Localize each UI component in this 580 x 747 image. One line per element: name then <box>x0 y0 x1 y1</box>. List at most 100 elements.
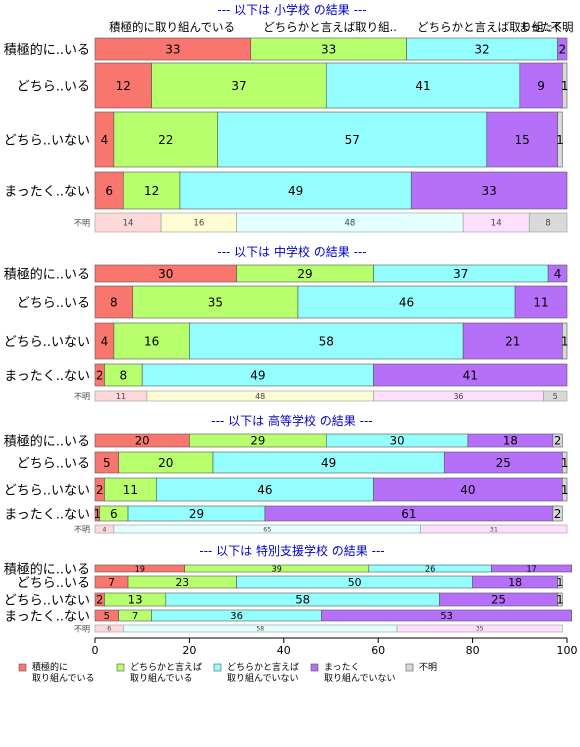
data-label: 12 <box>116 79 131 93</box>
data-label: 6 <box>105 184 113 198</box>
legend-swatch <box>213 663 222 672</box>
data-label: 46 <box>257 483 272 497</box>
column-header: 不明 <box>551 20 574 34</box>
bar-segment <box>113 111 219 168</box>
unknown-data-label: 36 <box>453 392 463 401</box>
data-label: 5 <box>103 456 111 470</box>
data-label: 11 <box>123 483 138 497</box>
data-label: 1 <box>556 133 564 147</box>
unknown-bar-segment <box>420 524 568 534</box>
bar-segment <box>217 111 488 168</box>
data-label: 2 <box>96 483 104 497</box>
data-label: 50 <box>348 576 362 589</box>
row-label: 積極的に..いる <box>4 42 90 58</box>
bar-segment <box>132 285 299 319</box>
bar-segment <box>547 264 568 283</box>
data-label: 1 <box>94 507 102 521</box>
legend-label: どちらかと言えば <box>130 661 202 673</box>
bar-segment <box>94 285 134 319</box>
column-header: まったく.. <box>519 20 572 34</box>
data-label: 12 <box>144 184 159 198</box>
data-label: 58 <box>295 593 310 607</box>
unknown-data-label: 5 <box>553 392 558 401</box>
data-label: 49 <box>321 456 336 470</box>
data-label: 33 <box>165 42 180 56</box>
data-label: 22 <box>158 133 173 147</box>
unknown-data-label: 65 <box>263 525 271 533</box>
data-label: 2 <box>554 507 562 521</box>
x-tick-label: 100 <box>557 644 578 657</box>
x-tick-label: 40 <box>277 644 291 657</box>
x-tick-label: 60 <box>371 644 385 657</box>
row-label: どちら..いる <box>17 296 90 311</box>
column-header: どちらかと言えば取り組.. <box>263 20 397 34</box>
data-label: 2 <box>96 593 103 607</box>
data-label: 33 <box>321 42 336 56</box>
legend-label: どちらかと言えば <box>227 661 299 673</box>
unknown-data-label: 4 <box>102 525 106 533</box>
legend-swatch <box>310 663 319 672</box>
bar-segment <box>325 62 521 109</box>
row-label: どちら..いない <box>4 335 90 350</box>
column-header: 積極的に取り組んでいる <box>109 20 235 34</box>
legend-label: 取り組んでいない <box>324 672 396 684</box>
bar-segment <box>557 575 563 589</box>
row-label: 積極的に..いる <box>4 267 90 283</box>
data-label: 35 <box>208 295 223 309</box>
data-label: 46 <box>399 295 414 309</box>
bar-segment <box>557 37 568 61</box>
legend-label: 取り組んでいない <box>227 672 299 684</box>
data-label: 36 <box>230 611 243 622</box>
row-label: まったく..ない <box>4 610 90 625</box>
unknown-data-label: 58 <box>256 626 264 633</box>
panel-title: --- 以下は 高等学校 の結果 --- <box>211 413 372 428</box>
bar-segment <box>557 592 563 607</box>
data-label: 25 <box>496 456 511 470</box>
unknown-row-label: 不明 <box>74 525 90 534</box>
row-label: どちら..いない <box>4 134 90 149</box>
data-label: 1 <box>556 576 563 589</box>
data-label: 18 <box>508 576 522 589</box>
data-label: 11 <box>533 295 548 309</box>
data-label: 41 <box>415 79 430 93</box>
data-label: 58 <box>319 334 334 348</box>
bar-segment <box>486 111 558 168</box>
legend-label: 取り組んでいる <box>130 672 193 684</box>
row-label: どちら..いる <box>17 457 90 472</box>
data-label: 4 <box>101 334 109 348</box>
data-label: 19 <box>135 564 145 573</box>
data-label: 20 <box>135 434 150 448</box>
bar-segment <box>552 505 563 522</box>
bar-segment <box>321 609 573 622</box>
unknown-data-label: 11 <box>116 392 126 401</box>
unknown-row-label: 不明 <box>74 219 90 228</box>
data-label: 4 <box>101 133 109 147</box>
legend-label: 不明 <box>419 662 437 673</box>
data-label: 37 <box>231 79 246 93</box>
data-label: 29 <box>189 507 204 521</box>
data-label: 33 <box>481 184 496 198</box>
row-label: どちら..いない <box>4 484 90 499</box>
data-label: 2 <box>96 368 104 382</box>
legend-label: 積極的に <box>32 661 68 673</box>
data-label: 1 <box>561 334 569 348</box>
data-label: 23 <box>175 576 189 589</box>
data-label: 6 <box>110 507 118 521</box>
unknown-data-label: 8 <box>545 219 550 229</box>
bar-segment <box>561 322 568 360</box>
x-tick-label: 80 <box>466 644 480 657</box>
bar-segment <box>462 322 563 360</box>
bar-segment <box>373 363 568 387</box>
row-label: 積極的に..いる <box>4 434 90 450</box>
data-label: 4 <box>554 267 562 281</box>
data-label: 21 <box>505 334 520 348</box>
unknown-data-label: 14 <box>491 219 502 229</box>
bar-segment <box>491 564 573 573</box>
x-tick-label: 0 <box>92 644 99 657</box>
data-label: 29 <box>250 434 265 448</box>
unknown-bar-segment <box>528 212 568 233</box>
data-label: 8 <box>119 368 127 382</box>
legend-swatch <box>116 663 125 672</box>
data-label: 20 <box>158 456 173 470</box>
data-label: 17 <box>527 564 537 573</box>
